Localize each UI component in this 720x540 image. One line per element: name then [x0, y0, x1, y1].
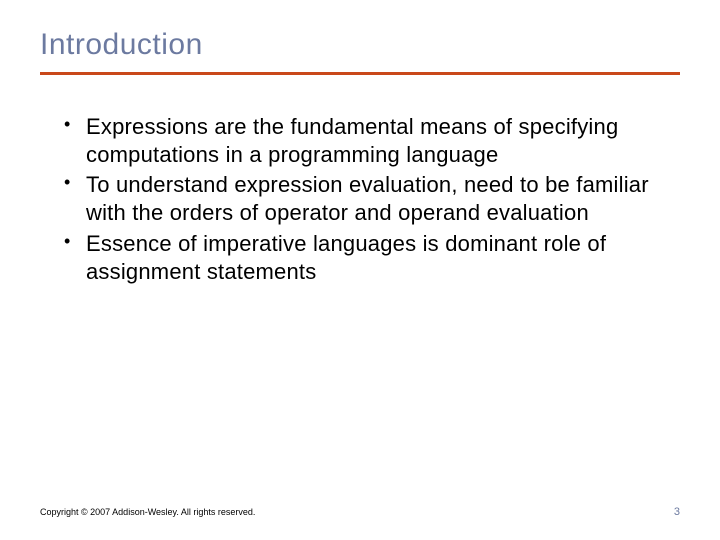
page-number: 3 — [674, 506, 680, 518]
list-item: To understand expression evaluation, nee… — [60, 171, 670, 227]
slide-title: Introduction — [40, 28, 680, 62]
copyright-text: Copyright © 2007 Addison-Wesley. All rig… — [40, 507, 255, 517]
list-item: Expressions are the fundamental means of… — [60, 113, 670, 169]
footer: Copyright © 2007 Addison-Wesley. All rig… — [40, 506, 680, 518]
slide: Introduction Expressions are the fundame… — [0, 0, 720, 540]
list-item: Essence of imperative languages is domin… — [60, 230, 670, 286]
title-rule — [40, 72, 680, 75]
bullet-list: Expressions are the fundamental means of… — [40, 113, 680, 286]
